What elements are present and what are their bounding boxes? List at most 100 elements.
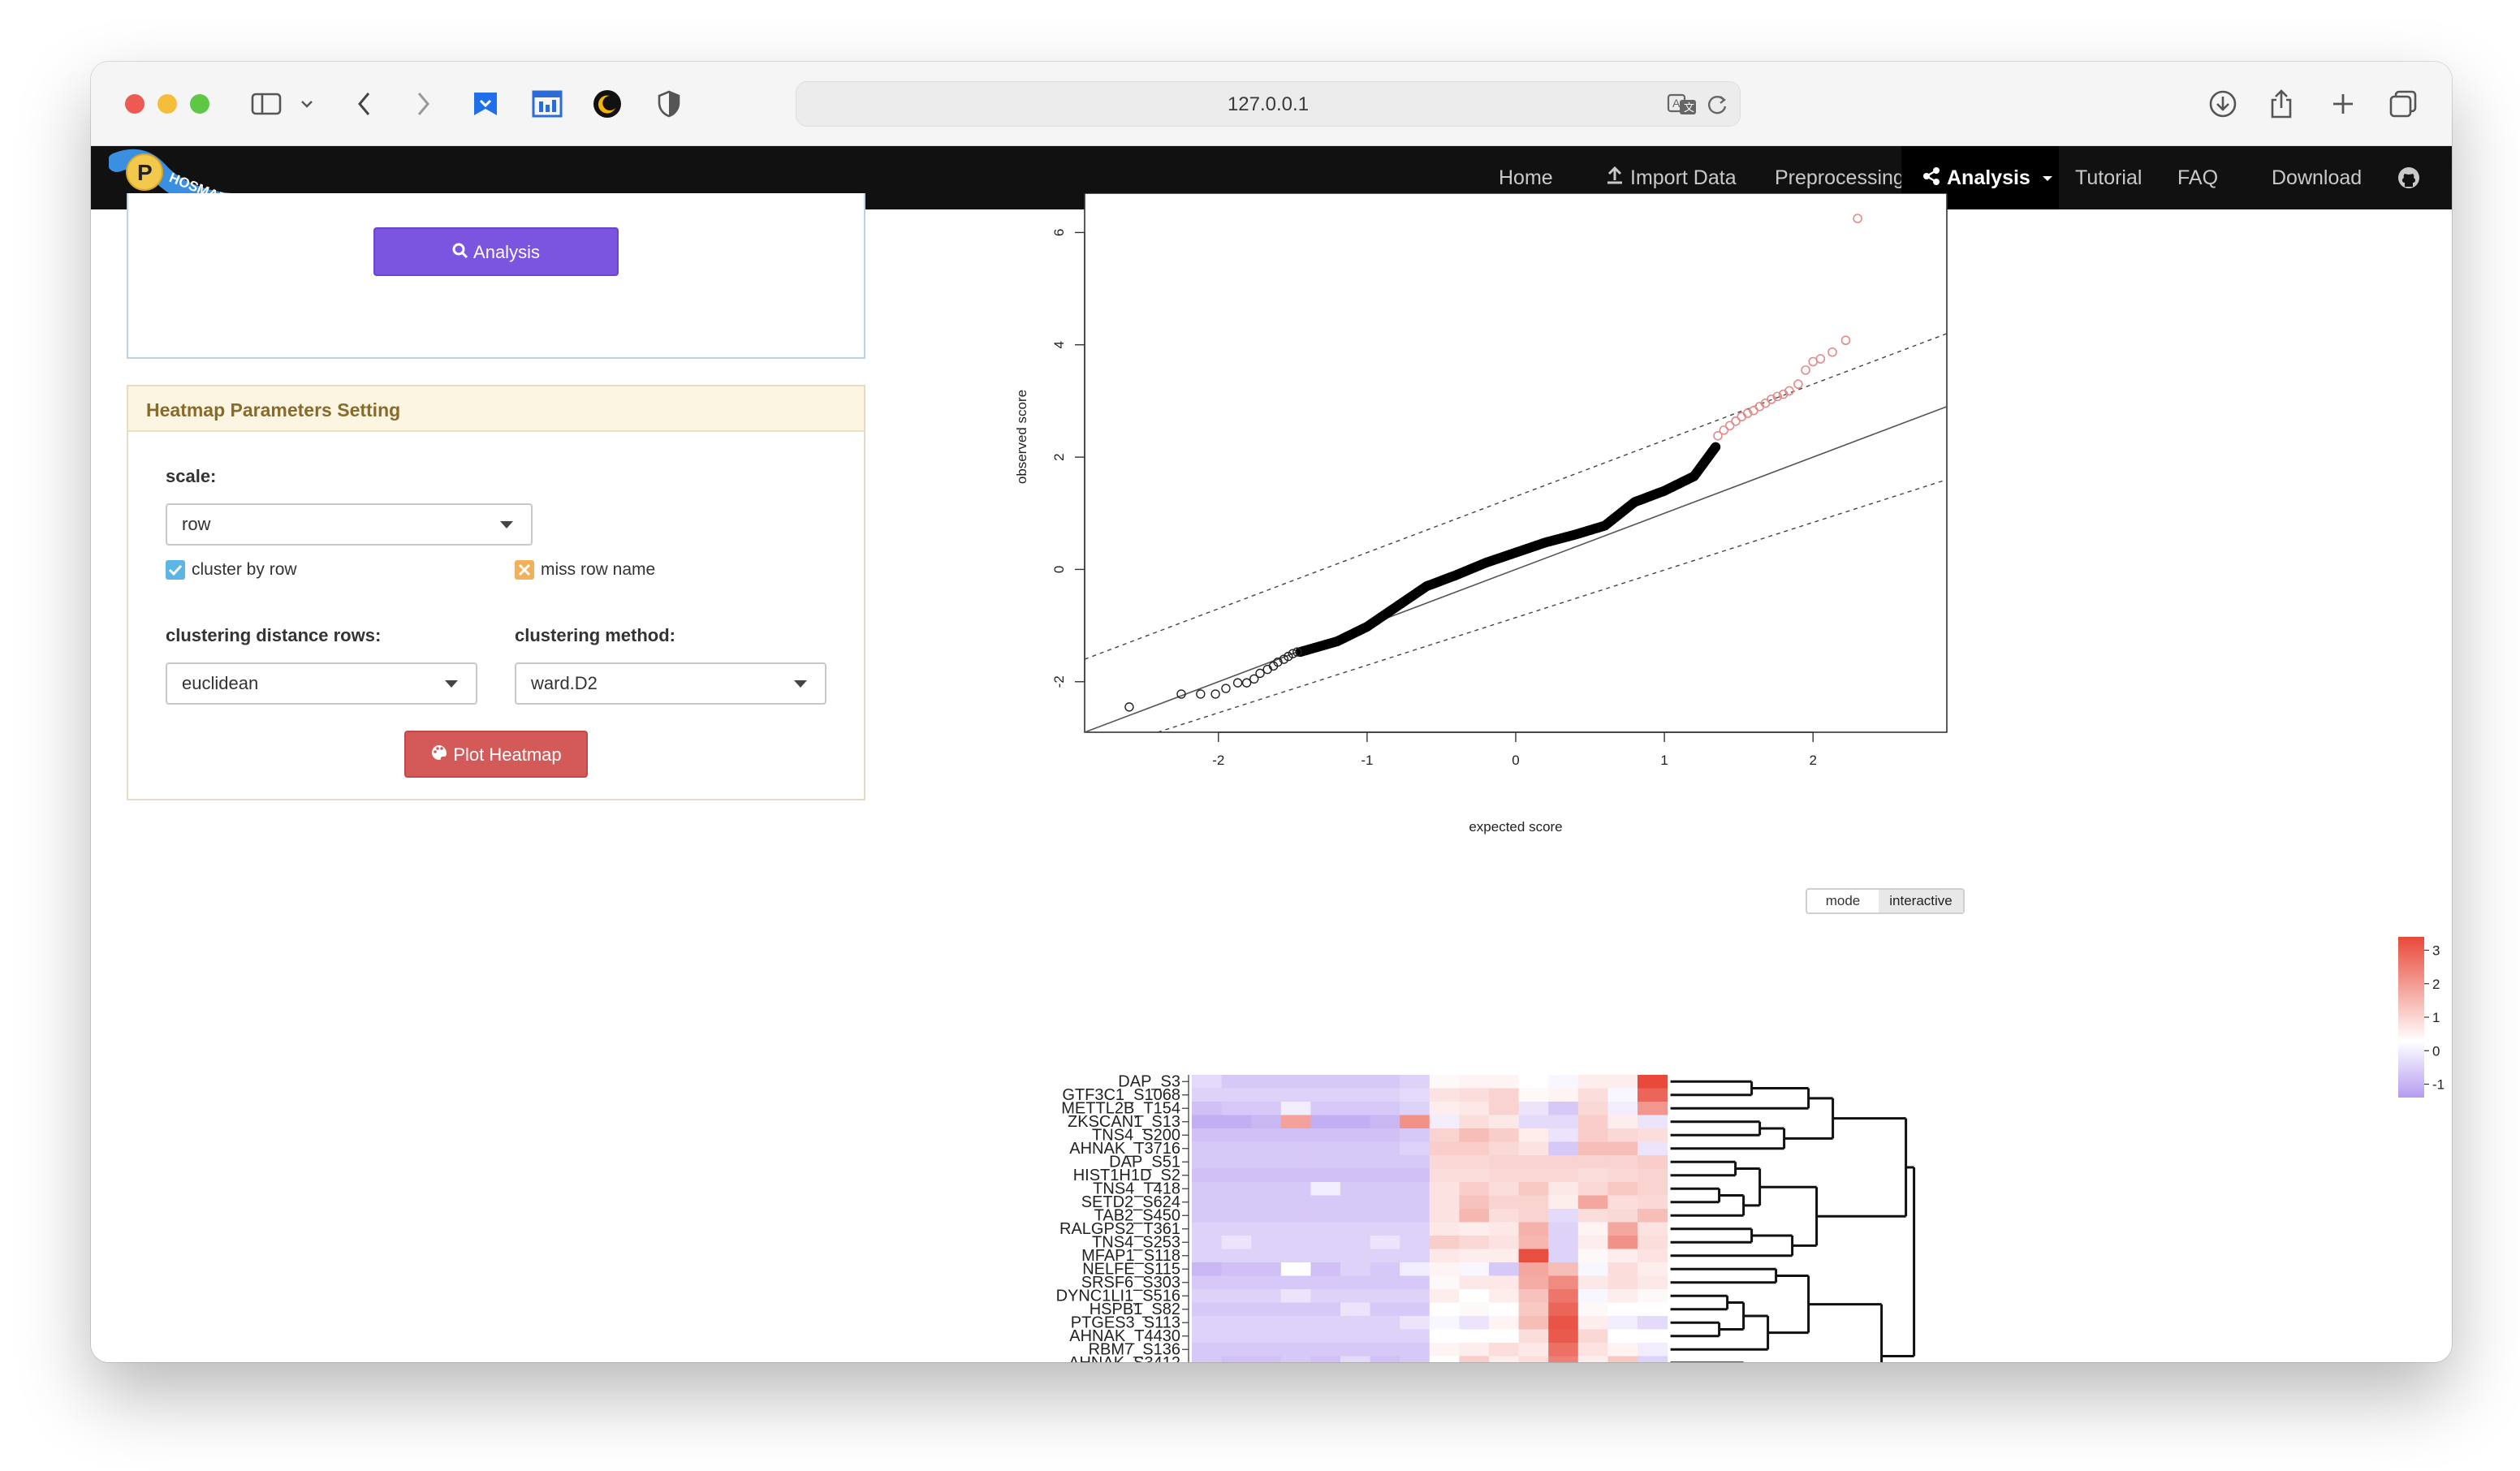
heatmap-cell (1429, 1128, 1460, 1143)
heatmap-cell (1489, 1249, 1520, 1263)
distance-select[interactable]: euclidean (166, 662, 477, 705)
row-label: HSPB1_S82 (1090, 1301, 1180, 1318)
heatmap-cell (1370, 1102, 1400, 1116)
legend-tick-label: 3 (2432, 943, 2440, 959)
heatmap-cell (1310, 1155, 1341, 1170)
heatmap-cell (1370, 1329, 1400, 1344)
heatmap-cell (1489, 1102, 1520, 1116)
heatmap-cell (1251, 1088, 1282, 1102)
heatmap-cell (1459, 1236, 1490, 1250)
dark-mode-extension-icon[interactable] (591, 81, 624, 127)
plot-heatmap-button[interactable]: Plot Heatmap (404, 731, 588, 778)
row-label: AHNAK_T3716 (1069, 1140, 1180, 1158)
heatmap-cell (1400, 1249, 1430, 1263)
mode-toggle[interactable]: mode interactive (1806, 888, 1965, 914)
heatmap-cell (1340, 1128, 1371, 1143)
maximize-window-button[interactable] (190, 94, 209, 114)
row-label: ZKSCAN1_S13 (1068, 1113, 1180, 1131)
search-icon (452, 230, 468, 277)
cluster-by-row-checkbox[interactable] (166, 560, 185, 580)
heatmap-cell (1459, 1115, 1490, 1129)
heatmap-cell (1340, 1209, 1371, 1223)
heatmap-cell (1221, 1195, 1252, 1210)
heatmap-cell (1577, 1102, 1608, 1116)
chevron-down-icon[interactable] (299, 81, 315, 127)
qq-point (1124, 702, 1134, 712)
row-label: RBM7_S136 (1089, 1340, 1180, 1358)
nav-download[interactable]: Download (2272, 166, 2362, 189)
nav-home[interactable]: Home (1499, 166, 1553, 189)
calendar-extension-icon[interactable] (529, 81, 565, 127)
heatmap-cell (1489, 1222, 1520, 1236)
github-icon[interactable] (2397, 166, 2421, 194)
heatmap-cell (1518, 1102, 1549, 1116)
row-label: TNS4_S200 (1092, 1126, 1180, 1144)
share-icon[interactable] (2267, 81, 2296, 127)
back-icon[interactable] (352, 81, 377, 127)
nav-tutorial[interactable]: Tutorial (2075, 166, 2142, 189)
scale-select[interactable]: row (166, 503, 533, 546)
forward-icon[interactable] (411, 81, 435, 127)
svg-text:P: P (137, 160, 153, 185)
minimize-window-button[interactable] (158, 94, 177, 114)
mode-option[interactable]: mode (1825, 893, 1861, 908)
miss-row-name-checkbox[interactable] (515, 560, 534, 580)
heatmap-cell (1429, 1088, 1460, 1102)
sidebar-toggle-icon[interactable] (250, 81, 283, 127)
heatmap-cell (1251, 1289, 1282, 1304)
heatmap-cell (1489, 1302, 1520, 1317)
row-label: METTL2B_T154 (1061, 1099, 1180, 1117)
row-label: NELFE_S115 (1082, 1260, 1180, 1278)
heatmap-cell (1310, 1195, 1341, 1210)
download-icon[interactable] (2207, 81, 2239, 127)
qq-outlier-point (1719, 425, 1729, 435)
heatmap-cell (1548, 1222, 1579, 1236)
heatmap-cell (1400, 1088, 1430, 1102)
heatmap-cell (1192, 1128, 1223, 1143)
new-tab-icon[interactable] (2328, 81, 2358, 127)
heatmap-cell (1370, 1155, 1400, 1170)
scale-label: scale: (166, 466, 217, 486)
heatmap-cell (1221, 1075, 1252, 1089)
nav-preprocessing[interactable]: Preprocessing (1775, 166, 1905, 189)
heatmap-cell (1548, 1088, 1579, 1102)
reload-icon[interactable] (1706, 93, 1728, 120)
tab-overview-icon[interactable] (2387, 81, 2419, 127)
heatmap-cell (1489, 1343, 1520, 1357)
heatmap-cell (1370, 1209, 1400, 1223)
shield-icon[interactable] (653, 81, 685, 127)
heatmap-cell (1370, 1088, 1400, 1102)
qq-outlier-point (1742, 408, 1753, 418)
heatmap-cell (1429, 1316, 1460, 1331)
heatmap-cell (1459, 1209, 1490, 1223)
heatmap-cell (1429, 1168, 1460, 1183)
heatmap-cell (1340, 1115, 1371, 1129)
analysis-button[interactable]: Analysis (373, 227, 619, 276)
heatmap-cell (1310, 1289, 1341, 1304)
cluster-by-row-label: cluster by row (192, 560, 297, 579)
heatmap-cell (1340, 1182, 1371, 1197)
bookmark-extension-icon[interactable] (469, 81, 502, 127)
nav-faq[interactable]: FAQ (2177, 166, 2219, 189)
heatmap-cell (1221, 1236, 1252, 1250)
heatmap-cell (1638, 1329, 1668, 1344)
heatmap-cell (1400, 1316, 1430, 1331)
method-select[interactable]: ward.D2 (515, 662, 826, 705)
interactive-option[interactable]: interactive (1879, 890, 1963, 912)
heatmap-cell (1489, 1168, 1520, 1183)
qq-outlier-point (1713, 430, 1723, 441)
miss-row-name-label: miss row name (541, 560, 656, 579)
caret-down-icon (2042, 176, 2052, 182)
heatmap-cell (1251, 1155, 1282, 1170)
close-window-button[interactable] (125, 94, 145, 114)
heatmap-cell (1518, 1115, 1549, 1129)
heatmap-cell (1400, 1195, 1430, 1210)
heatmap-cell (1340, 1316, 1371, 1331)
analysis-button-label: Analysis (473, 242, 540, 262)
nav-import-data[interactable]: Import Data (1606, 146, 1737, 209)
heatmap-cell (1518, 1343, 1549, 1357)
row-label: GTF3C1_S1068 (1062, 1086, 1180, 1104)
heatmap-cell (1280, 1249, 1311, 1263)
